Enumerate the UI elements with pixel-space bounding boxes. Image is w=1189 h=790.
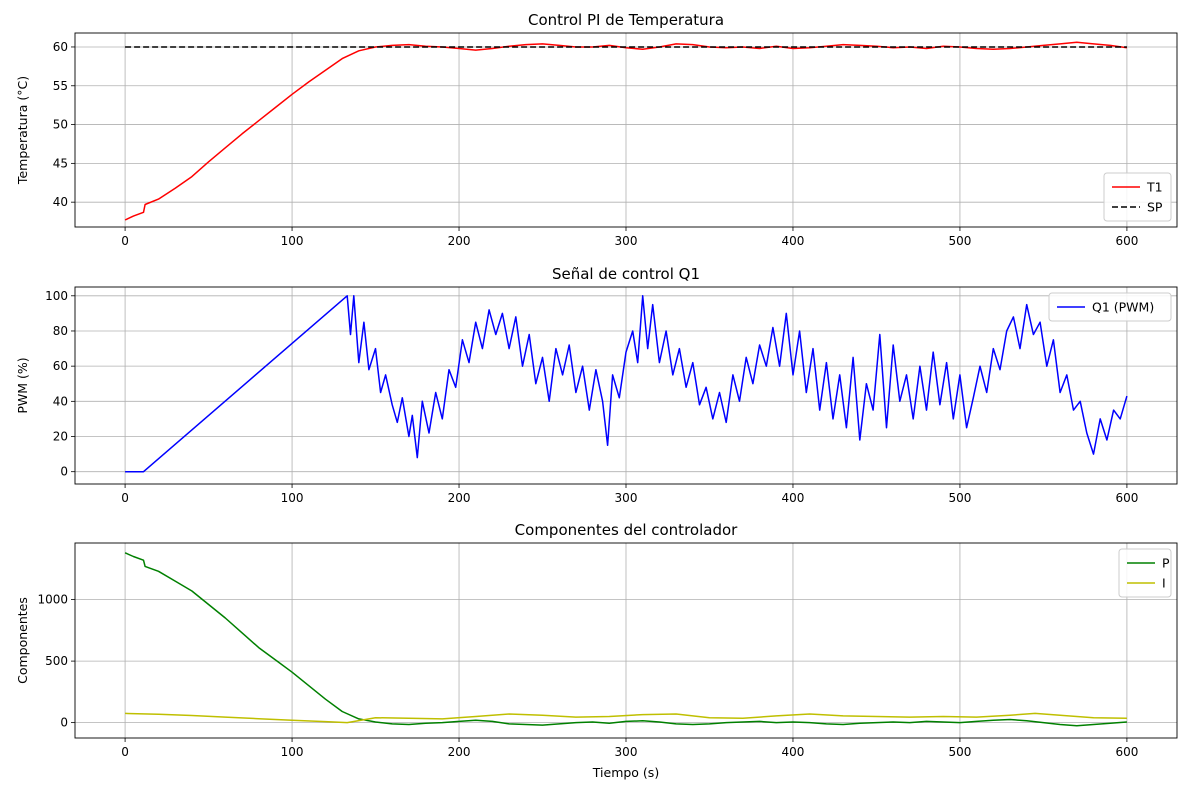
components-chart-ylabel: Componentes	[15, 597, 30, 684]
x-tick-label: 400	[782, 491, 805, 505]
plot-frame	[74, 32, 1178, 228]
y-tick-label: 60	[53, 359, 68, 373]
pwm-chart-ylabel: PWM (%)	[15, 357, 30, 413]
x-tick-label: 500	[948, 745, 971, 759]
components-chart-legend: P I	[1118, 548, 1172, 598]
grid	[75, 543, 1177, 738]
y-tick-label: 0	[60, 465, 68, 479]
pwm-chart-title: Señal de control Q1	[552, 265, 700, 283]
temperature-chart-title: Control PI de Temperatura	[528, 11, 724, 29]
pwm-chart: Señal de control Q1 PWM (%) 0 100 200 300 40…	[15, 265, 1178, 505]
legend-label-sp: SP	[1147, 200, 1163, 215]
legend-frame	[1048, 292, 1172, 322]
x-tick-label: 0	[121, 745, 129, 759]
components-chart: Componentes del controlador Componentes …	[15, 521, 1178, 780]
components-chart-title: Componentes del controlador	[515, 521, 738, 539]
x-tick-label: 100	[281, 745, 304, 759]
x-tick-label: 300	[615, 234, 638, 248]
temperature-chart: Control PI de Temperatura Temperatura (°…	[15, 11, 1178, 248]
y-tick-label: 45	[53, 156, 68, 170]
y-tick-label: 50	[53, 118, 68, 132]
plot-frame	[74, 542, 1178, 739]
x-tick-label: 0	[121, 491, 129, 505]
x-tick-label: 200	[448, 491, 471, 505]
x-tick-label: 100	[281, 234, 304, 248]
x-tick-label: 300	[615, 745, 638, 759]
y-tick-label: 100	[45, 289, 68, 303]
y-tick-label: 40	[53, 394, 68, 408]
legend-label-q1: Q1 (PWM)	[1092, 300, 1154, 315]
temperature-chart-legend: T1 SP	[1103, 172, 1172, 222]
y-tick-label: 55	[53, 79, 68, 93]
legend-label-p: P	[1162, 556, 1170, 571]
x-tick-label: 400	[782, 234, 805, 248]
x-tick-label: 200	[448, 745, 471, 759]
y-tick-label: 20	[53, 430, 68, 444]
x-tick-label: 400	[782, 745, 805, 759]
legend-label-t1: T1	[1146, 180, 1163, 195]
components-chart-xlabel: Tiempo (s)	[592, 765, 659, 780]
y-tick-label: 80	[53, 324, 68, 338]
x-tick-label: 600	[1115, 745, 1138, 759]
x-tick-label: 0	[121, 234, 129, 248]
legend-frame	[1118, 548, 1172, 598]
legend-frame	[1103, 172, 1172, 222]
x-tick-label: 600	[1115, 234, 1138, 248]
x-tick-label: 300	[615, 491, 638, 505]
series-line-q1-pwm-	[125, 295, 1128, 473]
temperature-chart-ylabel: Temperatura (°C)	[15, 76, 30, 185]
x-tick-label: 100	[281, 491, 304, 505]
series-line-p	[124, 552, 1127, 727]
x-tick-label: 500	[948, 234, 971, 248]
x-tick-label: 200	[448, 234, 471, 248]
y-tick-label: 500	[45, 654, 68, 668]
pwm-chart-legend: Q1 (PWM)	[1048, 292, 1172, 322]
x-tick-label: 500	[948, 491, 971, 505]
plot-frame	[74, 286, 1178, 485]
y-tick-label: 1000	[37, 593, 68, 607]
y-tick-label: 0	[60, 716, 68, 730]
y-tick-label: 60	[53, 40, 68, 54]
y-tick-label: 40	[53, 195, 68, 209]
x-tick-label: 600	[1115, 491, 1138, 505]
series-line-i	[125, 712, 1127, 724]
legend-label-i: I	[1162, 576, 1166, 591]
grid	[75, 287, 1177, 484]
